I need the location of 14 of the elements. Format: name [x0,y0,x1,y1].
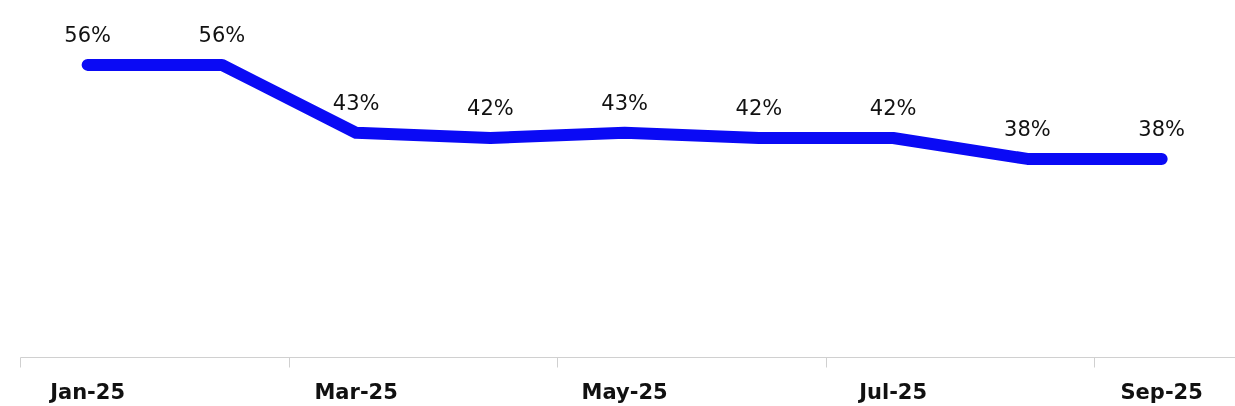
data-label: 56% [64,22,111,47]
data-label: 42% [467,96,514,121]
data-label: 38% [1138,116,1186,141]
data-label: 43% [601,90,648,115]
data-label: 56% [198,22,246,47]
x-tick-label: May-25 [581,379,668,404]
data-label: 42% [735,96,783,121]
data-label: 43% [332,90,380,115]
data-label: 38% [1004,116,1051,141]
x-tick-label: Mar-25 [314,379,398,404]
x-tick-label: Jul-25 [857,379,928,404]
x-tick-label: Sep-25 [1120,379,1203,404]
x-tick-label: Jan-25 [48,379,126,404]
data-label: 42% [869,96,917,121]
